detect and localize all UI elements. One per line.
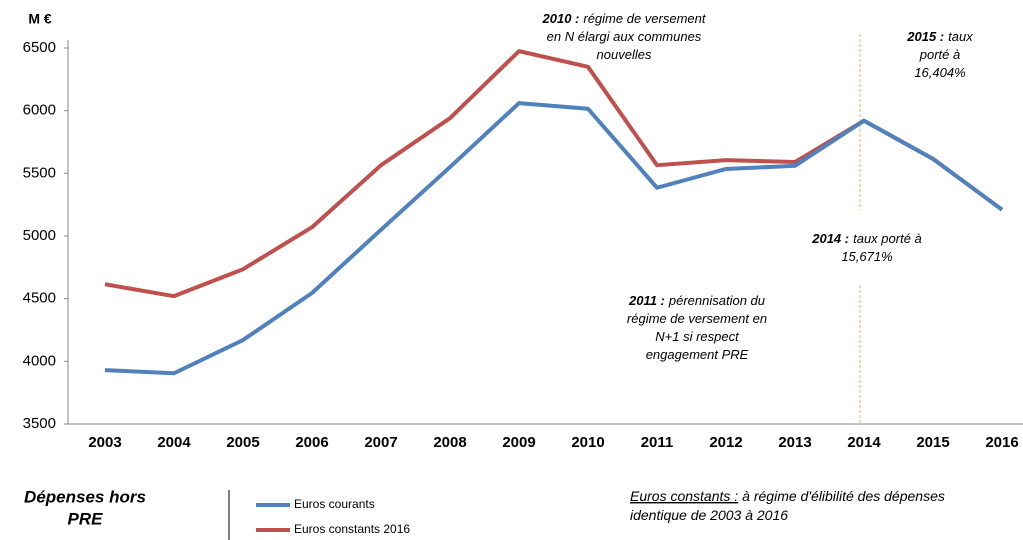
annotation-line: en N élargi aux communes xyxy=(547,29,702,44)
x-tick-label: 2011 xyxy=(641,434,674,451)
y-axis-unit: M € xyxy=(28,11,52,27)
annotation-line: 2010 : régime de versement xyxy=(542,11,707,26)
x-tick-label: 2013 xyxy=(778,434,811,451)
note-text: identique de 2003 à 2016 xyxy=(630,507,788,523)
note-line: Euros constants :à régime d'élibilité de… xyxy=(630,488,945,504)
annotation-line: 16,404% xyxy=(914,65,965,80)
x-tick-label: 2009 xyxy=(502,434,535,451)
annotation-text: régime de versement en xyxy=(627,311,767,326)
annotation-line: porté à xyxy=(919,47,960,62)
x-tick-label: 2014 xyxy=(847,434,881,451)
x-tick-label: 2008 xyxy=(433,434,466,451)
annotation-bold: 2011 : xyxy=(628,293,665,308)
annotation-text: taux porté à xyxy=(853,231,922,246)
annotation-line: nouvelles xyxy=(597,47,652,62)
series-line xyxy=(104,101,1004,376)
annotation-bold: 2015 : xyxy=(906,29,944,44)
side-label: PRE xyxy=(68,509,104,528)
annotation-text: en N élargi aux communes xyxy=(547,29,702,44)
annotation-text: engagement PRE xyxy=(646,347,749,362)
y-tick-label: 6500 xyxy=(23,39,56,56)
y-tick-label: 5000 xyxy=(23,227,56,244)
annotation-text: 15,671% xyxy=(841,249,892,264)
annotation-line: régime de versement en xyxy=(627,311,767,326)
y-tick-label: 4500 xyxy=(23,290,56,307)
annotation-text: N+1 si respect xyxy=(655,329,740,344)
x-tick-label: 2003 xyxy=(88,434,121,451)
note-line: identique de 2003 à 2016 xyxy=(630,507,788,523)
legend-label: Euros courants xyxy=(294,497,375,511)
y-tick-label: 4000 xyxy=(23,352,56,369)
legend-label: Euros constants 2016 xyxy=(294,522,410,536)
y-tick-label: 5500 xyxy=(23,164,56,181)
y-tick-label: 6000 xyxy=(23,102,56,119)
x-tick-label: 2007 xyxy=(364,434,397,451)
x-tick-label: 2015 xyxy=(916,434,949,451)
annotation-text: pérennisation du xyxy=(668,293,765,308)
x-tick-label: 2004 xyxy=(157,434,191,451)
annotation-line: 2011 : pérennisation du xyxy=(628,293,765,308)
note-text: à régime d'élibilité des dépenses xyxy=(742,488,945,504)
note-label: Euros constants : xyxy=(630,488,738,504)
x-tick-label: 2010 xyxy=(571,434,604,451)
annotation-line: 2014 : taux porté à xyxy=(811,231,922,246)
side-label: Dépenses hors xyxy=(24,487,146,506)
x-tick-label: 2012 xyxy=(709,434,742,451)
annotation-line: 15,671% xyxy=(841,249,892,264)
x-tick-label: 2005 xyxy=(226,434,259,451)
annotation-text: taux xyxy=(948,29,973,44)
annotation-line: 2015 : taux xyxy=(906,29,973,44)
annotation-text: nouvelles xyxy=(597,47,652,62)
x-tick-label: 2016 xyxy=(985,434,1018,451)
annotation-bold: 2014 : xyxy=(811,231,849,246)
annotation-text: régime de versement xyxy=(583,11,706,26)
annotation-text: porté à xyxy=(919,47,960,62)
annotation-bold: 2010 : xyxy=(542,11,580,26)
x-tick-label: 2006 xyxy=(295,434,328,451)
annotation-line: N+1 si respect xyxy=(655,329,740,344)
annotation-line: engagement PRE xyxy=(646,347,749,362)
y-tick-label: 3500 xyxy=(23,415,56,432)
annotation-text: 16,404% xyxy=(914,65,965,80)
